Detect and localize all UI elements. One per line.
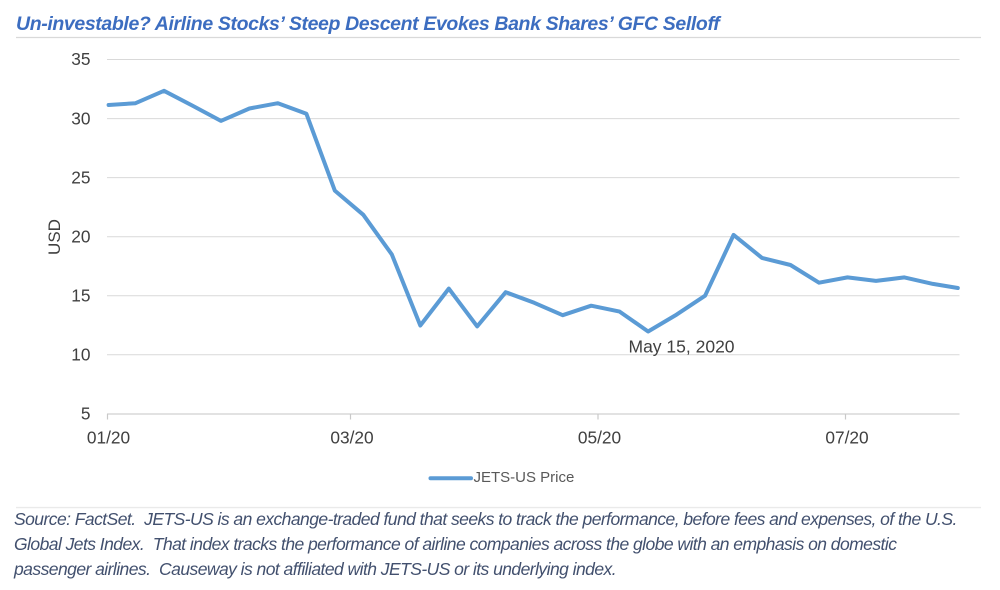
svg-text:15: 15 — [71, 285, 90, 305]
svg-text:05/20: 05/20 — [578, 428, 621, 448]
svg-text:30: 30 — [71, 108, 90, 128]
svg-text:5: 5 — [81, 404, 91, 424]
svg-text:May 15, 2020: May 15, 2020 — [629, 336, 735, 356]
svg-text:JETS-US Price: JETS-US Price — [474, 469, 575, 486]
svg-text:35: 35 — [71, 49, 90, 69]
svg-text:07/20: 07/20 — [825, 428, 868, 448]
svg-text:03/20: 03/20 — [330, 428, 373, 448]
svg-text:20: 20 — [71, 226, 90, 246]
svg-text:25: 25 — [71, 167, 90, 187]
svg-text:USD: USD — [45, 219, 64, 255]
svg-text:10: 10 — [71, 345, 90, 365]
svg-text:01/20: 01/20 — [87, 428, 130, 448]
